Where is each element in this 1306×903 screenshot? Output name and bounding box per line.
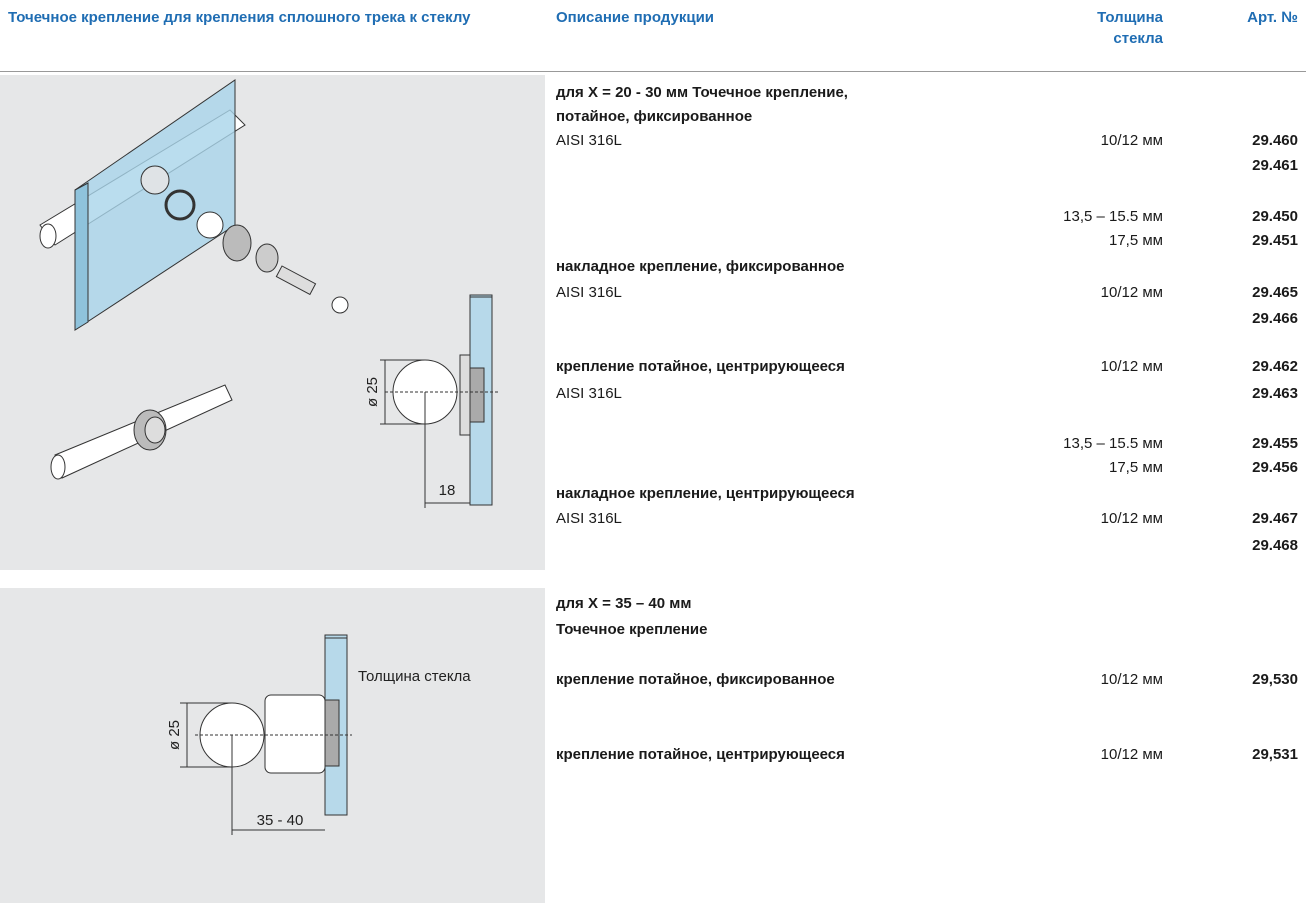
dimension-label: ø 25 — [364, 377, 381, 407]
glass-thickness: 10/12 мм — [1100, 284, 1163, 301]
image-panel — [0, 75, 545, 570]
article-number: 29.450 — [1252, 208, 1298, 225]
article-number: 29.451 — [1252, 232, 1298, 249]
dimension-label: ø 25 — [166, 720, 183, 750]
product-description: AISI 316L — [556, 385, 622, 402]
product-description: AISI 316L — [556, 510, 622, 527]
article-number: 29.462 — [1252, 358, 1298, 375]
column-description: Описание продукции — [556, 9, 715, 26]
article-number: 29.460 — [1252, 132, 1298, 149]
article-number: 29.461 — [1252, 157, 1298, 174]
article-number: 29.466 — [1252, 310, 1298, 327]
article-number: 29.468 — [1252, 537, 1298, 554]
product-description: AISI 316L — [556, 284, 622, 301]
header-rule — [0, 71, 1306, 72]
glass-thickness: 17,5 мм — [1109, 459, 1163, 476]
product-description: для X = 20 - 30 мм Точечное крепление, — [556, 84, 848, 101]
product-description: накладное крепление, фиксированное — [556, 258, 845, 275]
product-description: Точечное крепление — [556, 621, 708, 638]
article-number: 29.456 — [1252, 459, 1298, 476]
article-number: 29.465 — [1252, 284, 1298, 301]
column-thickness: Толщина стекла — [1097, 9, 1163, 47]
product-description: потайное, фиксированное — [556, 108, 753, 125]
product-description: для X = 35 – 40 мм — [556, 595, 692, 612]
product-description: крепление потайное, центрирующееся — [556, 358, 845, 375]
article-number: 29.455 — [1252, 435, 1298, 452]
article-number: 29.463 — [1252, 385, 1298, 402]
product-description: накладное крепление, центрирующееся — [556, 485, 855, 502]
dimension-label: Толщина стекла — [358, 668, 471, 685]
dimension-label: 18 — [439, 482, 456, 499]
column-title: Точечное крепление для крепления сплошно… — [8, 9, 471, 26]
product-description: крепление потайное, фиксированное — [556, 671, 835, 688]
glass-thickness: 17,5 мм — [1109, 232, 1163, 249]
article-number: 29,531 — [1252, 746, 1298, 763]
article-number: 29,530 — [1252, 671, 1298, 688]
article-number: 29.467 — [1252, 510, 1298, 527]
glass-thickness: 13,5 – 15.5 мм — [1063, 435, 1163, 452]
glass-thickness: 10/12 мм — [1100, 746, 1163, 763]
glass-thickness: 10/12 мм — [1100, 510, 1163, 527]
dimension-label: 35 - 40 — [257, 812, 304, 829]
glass-thickness: 10/12 мм — [1100, 671, 1163, 688]
product-description: крепление потайное, центрирующееся — [556, 746, 845, 763]
column-article: Арт. № — [1247, 9, 1298, 26]
glass-thickness: 13,5 – 15.5 мм — [1063, 208, 1163, 225]
drawings: ø 25 18 ø 25 35 - 40 Толщина стекла — [39, 79, 500, 835]
glass-thickness: 10/12 мм — [1100, 132, 1163, 149]
product-description: AISI 316L — [556, 132, 622, 149]
glass-thickness: 10/12 мм — [1100, 358, 1163, 375]
